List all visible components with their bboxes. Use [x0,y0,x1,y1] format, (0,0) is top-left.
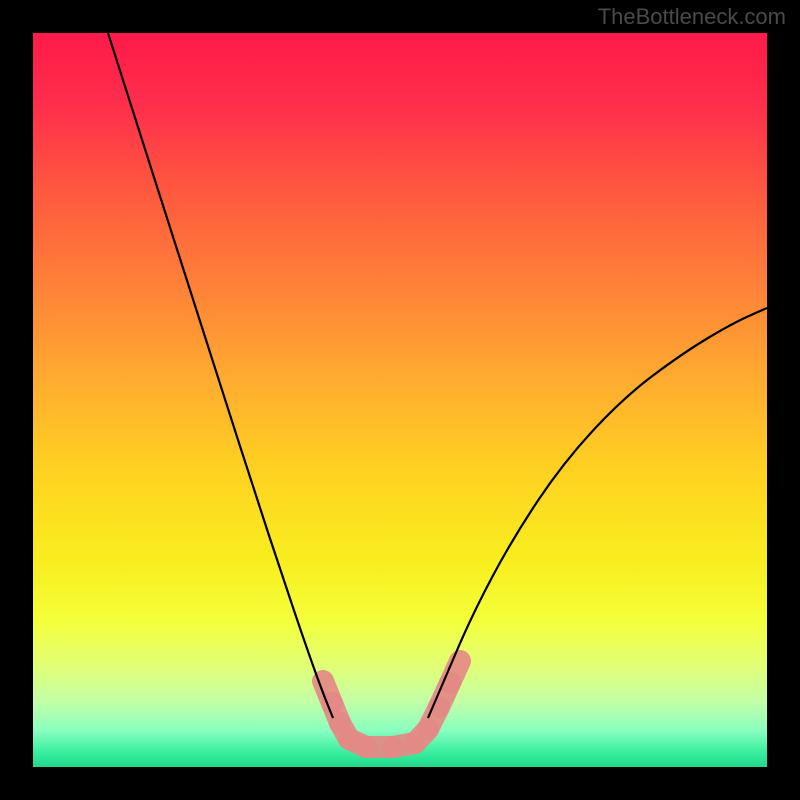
left-curve [108,33,333,718]
right-curve [428,308,767,718]
watermark-text: TheBottleneck.com [598,4,786,30]
curve-layer [33,33,767,767]
valley-markers [323,661,460,747]
plot-area [33,33,767,767]
